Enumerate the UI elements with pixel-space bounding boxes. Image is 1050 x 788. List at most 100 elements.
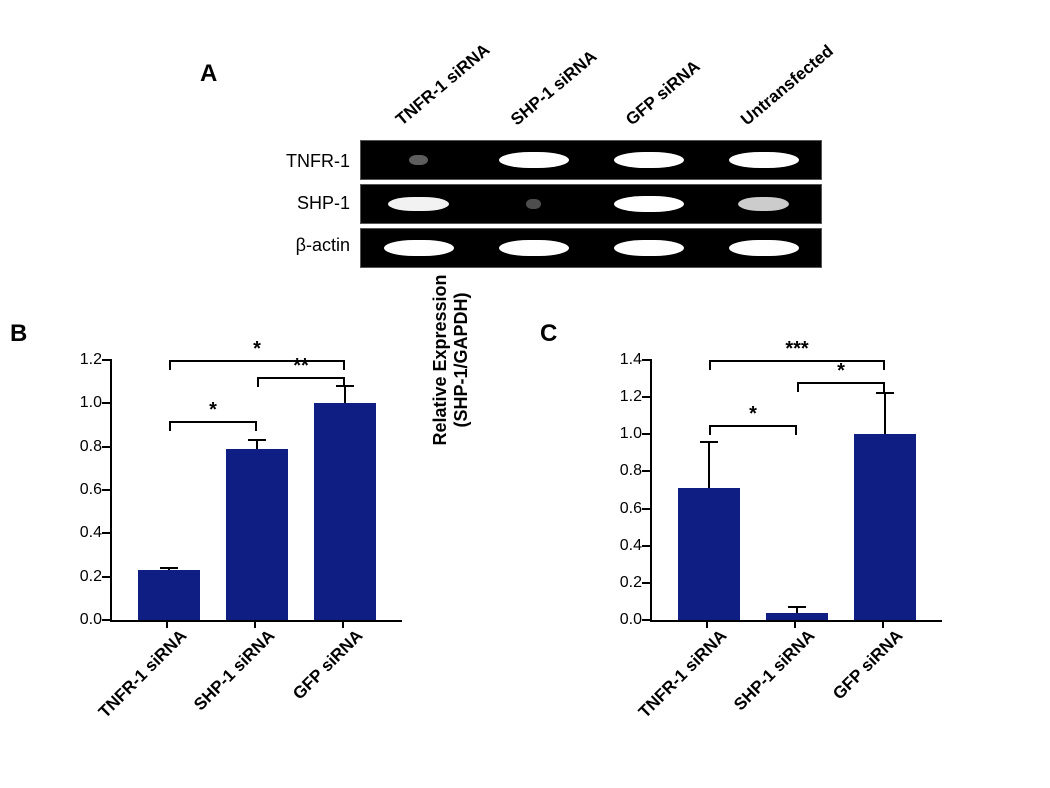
x-tick (794, 620, 796, 628)
y-tick (642, 582, 652, 584)
blot-cell (361, 141, 476, 179)
plot-area-b: 0.00.20.40.60.81.01.2**** (110, 360, 402, 622)
y-tick (102, 532, 112, 534)
x-tick (166, 620, 168, 628)
bar (854, 434, 916, 620)
chart-b: Relative Expression(TNFR-1/GAPDH) 0.00.2… (0, 330, 430, 750)
y-tick-label: 0.4 (602, 537, 642, 555)
significance-star: * (253, 338, 261, 361)
plot-area-c: 0.00.20.40.60.81.01.21.4***** (650, 360, 942, 622)
y-tick (642, 359, 652, 361)
blot-row (360, 140, 822, 180)
x-tick (882, 620, 884, 628)
blot-col-label: TNFR-1 siRNA (392, 41, 493, 130)
error-bar (344, 386, 346, 403)
y-tick (642, 396, 652, 398)
blot-column-labels: TNFR-1 siRNA SHP-1 siRNA GFP siRNA Untra… (380, 20, 840, 130)
chart-c: Relative Expression(SHP-1/GAPDH) 0.00.20… (540, 330, 970, 750)
y-tick-label: 0.6 (602, 500, 642, 518)
blot-cell (706, 141, 821, 179)
y-tick-label: 0.8 (602, 462, 642, 480)
blot-cell (706, 229, 821, 267)
y-tick (102, 446, 112, 448)
y-tick-label: 0.6 (62, 481, 102, 499)
blot-band (729, 152, 799, 167)
blot-col-label: SHP-1 siRNA (507, 41, 608, 130)
error-bar (708, 442, 710, 488)
blot-row-label: β-actin (210, 224, 350, 266)
y-tick (642, 470, 652, 472)
blot-cell (591, 229, 706, 267)
blot-cell (361, 185, 476, 223)
x-tick-label: TNFR-1 siRNA (92, 626, 191, 725)
y-tick-label: 1.0 (602, 425, 642, 443)
y-tick-label: 1.0 (62, 394, 102, 412)
x-tick-label: SHP-1 siRNA (180, 626, 279, 725)
blot-band (499, 240, 569, 256)
significance-bracket (257, 377, 345, 387)
significance-star: * (749, 403, 757, 426)
blot-band (388, 197, 450, 211)
y-tick (642, 545, 652, 547)
y-tick-label: 0.8 (62, 438, 102, 456)
blot-row-label: SHP-1 (210, 182, 350, 224)
y-tick-label: 0.4 (62, 524, 102, 542)
y-tick (642, 508, 652, 510)
significance-bracket (709, 425, 797, 435)
blot-cell (706, 185, 821, 223)
blot-col-label: Untransfected (737, 41, 838, 130)
error-cap (788, 606, 806, 608)
significance-star: *** (785, 338, 808, 361)
blot-band (614, 240, 684, 256)
y-tick (102, 402, 112, 404)
y-tick-label: 1.2 (62, 351, 102, 369)
error-cap (700, 441, 718, 443)
bar (226, 449, 288, 620)
blot-band (526, 199, 540, 209)
blot-col-label: GFP siRNA (622, 41, 723, 130)
blot-band (729, 240, 799, 256)
blot-band (409, 155, 428, 166)
y-tick (102, 359, 112, 361)
bar (678, 488, 740, 620)
error-cap (248, 439, 266, 441)
blot-cell (476, 185, 591, 223)
bar (138, 570, 200, 620)
error-cap (160, 567, 178, 569)
x-tick (342, 620, 344, 628)
panel-a-blot: TNFR-1 siRNA SHP-1 siRNA GFP siRNA Untra… (210, 20, 850, 280)
blot-band (499, 152, 569, 167)
y-tick (102, 576, 112, 578)
bar (314, 403, 376, 620)
y-axis-label: Relative Expression(SHP-1/GAPDH) (430, 230, 472, 490)
x-tick (706, 620, 708, 628)
y-tick-label: 1.4 (602, 351, 642, 369)
error-bar (884, 393, 886, 434)
x-tick-label: SHP-1 siRNA (720, 626, 819, 725)
significance-star: * (209, 399, 217, 422)
significance-bracket (797, 382, 885, 392)
y-axis-label-line: Relative Expression (430, 230, 451, 490)
blot-row-label: TNFR-1 (210, 140, 350, 182)
blot-row (360, 184, 822, 224)
y-tick (102, 619, 112, 621)
x-tick-label: TNFR-1 siRNA (632, 626, 731, 725)
significance-bracket (169, 421, 257, 431)
y-tick-label: 0.2 (602, 574, 642, 592)
significance-bracket (709, 360, 885, 370)
error-cap (876, 392, 894, 394)
blot-band (614, 152, 684, 167)
y-tick-label: 0.0 (62, 611, 102, 629)
blot-band (738, 197, 789, 210)
significance-bracket (169, 360, 345, 370)
y-axis-label-line: (SHP-1/GAPDH) (451, 230, 472, 490)
blot-band (614, 196, 684, 211)
x-tick-label: GFP siRNA (808, 626, 907, 725)
blot-cell (476, 229, 591, 267)
y-tick-label: 1.2 (602, 388, 642, 406)
blot-cell (591, 141, 706, 179)
y-tick (102, 489, 112, 491)
y-tick (642, 433, 652, 435)
error-bar (256, 440, 258, 449)
blot-row-labels: TNFR-1 SHP-1 β-actin (210, 140, 350, 266)
